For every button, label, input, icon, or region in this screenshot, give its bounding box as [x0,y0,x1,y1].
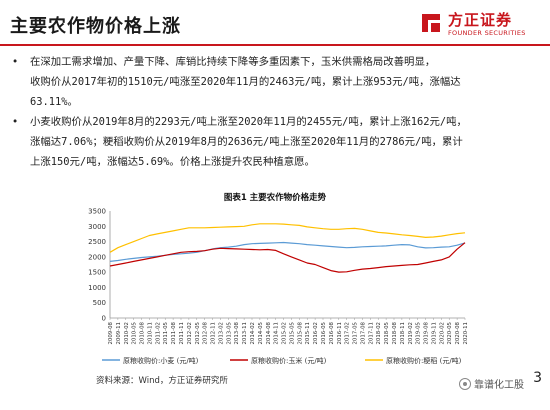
x-tick-label: 2011-02 [155,322,161,345]
x-tick-label: 2012-08 [203,321,209,344]
x-tick-label: 2020-02 [439,322,445,345]
x-tick-label: 2015-05 [289,322,295,345]
figure-source: 资料来源：Wind，方正证券研究所 [96,376,228,386]
bullet-dot: • [12,56,19,68]
legend-label-1: 原粮收购价:玉米 (元/吨) [251,356,327,365]
x-tick-label: 2010-08 [140,321,146,344]
bullet-line: 在深加工需求增加、产量下降、库销比持续下降等多重因素下，玉米供需格局改善明显， [30,56,436,68]
founder-securities-logo: 方正证券 FOUNDER SECURITIES [418,6,536,46]
x-tick-label: 2019-08 [424,321,430,344]
x-tick-label: 2010-11 [147,322,153,345]
x-tick-label: 2014-11 [274,322,280,345]
x-tick-label: 2012-11 [211,322,217,345]
bullet-dot: • [12,116,19,128]
price-trend-chart: 0 500 1000 1500 2000 2500 3000 3500 2009-08 2009-… [88,208,469,366]
founder-logo-icon [422,14,440,32]
x-tick-label: 2020-11 [463,322,469,345]
x-tick-label: 2009-08 [108,321,114,344]
x-tick-label: 2010-02 [124,322,130,345]
x-tick-label: 2020-05 [447,322,453,345]
bullet-line: 涨幅达7.06%；粳稻收购价从2019年8月的2636元/吨上涨至2020年11… [30,136,463,148]
y-tick-label: 1000 [88,284,106,292]
x-tick-label: 2013-02 [218,322,224,345]
x-tick-label: 2017-11 [368,322,374,345]
x-tick-label: 2015-11 [305,322,311,345]
x-tick-label: 2016-08 [329,321,335,344]
x-tick-label: 2014-05 [258,322,264,345]
x-tick-label: 2017-02 [345,322,351,345]
x-tick-label: 2020-08 [455,321,461,344]
x-tick-label: 2018-02 [376,322,382,345]
x-tick-label: 2013-08 [234,321,240,344]
x-tick-label: 2013-11 [242,322,248,345]
x-tick-label: 2012-05 [195,322,201,345]
bullet-line: 收购价从2017年初的1510元/吨涨至2020年11月的2463元/吨，累计上… [30,76,461,88]
bullet-item-corn: • 在深加工需求增加、产量下降、库销比持续下降等多重因素下，玉米供需格局改善明显… [12,52,542,112]
slide-title: 主要农作物价格上涨 [10,16,181,37]
y-tick-label: 3000 [88,223,106,231]
x-tick-label: 2011-11 [179,322,185,345]
bullet-line: 63.11%。 [30,96,78,108]
x-tick-label: 2019-02 [408,322,414,345]
wechat-official-account-icon [459,377,471,390]
y-tick-label: 2500 [88,238,106,246]
x-tick-label: 2015-02 [282,322,288,345]
x-tick-label: 2016-11 [337,322,343,345]
watermark-text: 靠谱化工股 [474,380,524,391]
y-tick-label: 0 [102,315,106,323]
x-tick-label: 2018-11 [400,322,406,345]
y-tick-label: 3500 [88,208,106,216]
x-tick-label: 2013-05 [226,322,232,345]
bullet-item-wheat-rice: • 小麦收购价从2019年8月的2293元/吨上涨至2020年11月的2455元… [12,112,542,172]
series-line-0 [109,241,466,262]
x-tick-label: 2015-08 [297,321,303,344]
page-number: 3 [533,370,542,386]
x-tick-label: 2014-08 [266,321,272,344]
x-tick-label: 2012-02 [187,322,193,345]
y-tick-label: 2000 [88,253,106,261]
logo-cn-text: 方正证券 [448,11,513,29]
figure-title: 图表1 主要农作物价格走势 [223,193,327,203]
x-tick-label: 2017-08 [360,321,366,344]
bullet-line: 小麦收购价从2019年8月的2293元/吨上涨至2020年11月的2455元/吨… [30,116,467,128]
logo-en-text: FOUNDER SECURITIES [448,29,526,37]
x-tick-label: 2018-08 [392,321,398,344]
x-tick-label: 2010-05 [132,322,138,345]
x-tick-label: 2009-11 [116,322,122,345]
bullet-list: • 在深加工需求增加、产量下降、库销比持续下降等多重因素下，玉米供需格局改善明显… [12,52,542,172]
series-line-2 [109,223,466,253]
x-tick-label: 2011-05 [163,322,169,345]
x-tick-label: 2017-05 [353,322,359,345]
x-tick-label: 2016-02 [313,322,319,345]
x-tick-label: 2019-11 [431,322,437,345]
bullet-line: 上涨150元/吨，涨幅达5.69%。价格上涨提升农民种植意愿。 [30,156,315,168]
watermark: 靠谱化工股 [459,376,524,391]
legend-label-2: 原粮收购价:粳稻 (元/吨) [386,356,462,365]
x-tick-label: 2014-02 [250,322,256,345]
legend-label-0: 原粮收购价:小麦 (元/吨) [123,356,199,365]
y-tick-label: 1500 [88,269,106,277]
y-tick-label: 500 [93,299,106,307]
x-tick-label: 2019-05 [416,322,422,345]
x-tick-label: 2016-05 [321,322,327,345]
x-tick-label: 2018-05 [384,322,390,345]
x-tick-label: 2011-08 [171,321,177,344]
header-divider [0,44,550,46]
series-line-1 [109,242,466,273]
